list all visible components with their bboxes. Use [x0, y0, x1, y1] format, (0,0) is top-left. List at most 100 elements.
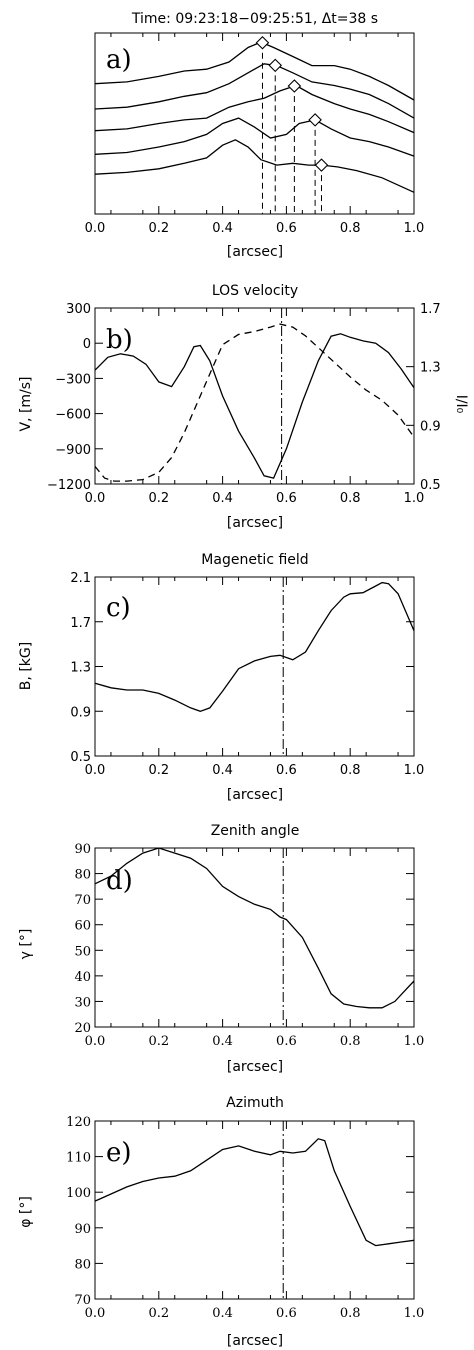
panel-d-ytick-label: 60: [74, 919, 91, 934]
panel-b-xtick-label: 0.8: [340, 491, 361, 506]
panel-b-ytick-label: 300: [66, 302, 91, 317]
panel-a-diamond-marker: [255, 35, 270, 50]
panel-d-frame: [94, 847, 415, 1028]
panel-d-xtick-label: 1.0: [404, 1034, 425, 1049]
panel-a-series-0-line: [94, 41, 415, 101]
panel-e-xtick-label: 0.2: [148, 1306, 169, 1321]
panel-b-series-1-line: [94, 323, 415, 482]
panel-c-frame: [94, 576, 415, 757]
panel-a-series-2-line: [94, 84, 415, 134]
panel-c-xtick-label: 0.4: [212, 763, 233, 778]
panel-c-xtick-label: 0.6: [276, 763, 297, 778]
panel-b: LOS velocity b) [arcsec] V, [m/s] I/I₀ 0…: [18, 283, 469, 531]
panel-a-xtick-label: 0.8: [340, 221, 361, 236]
panel-b-ytick-label: −600: [55, 408, 91, 423]
panel-b-xlabel: [arcsec]: [227, 515, 283, 531]
panel-a-xtick-label: 0.0: [85, 221, 106, 236]
panel-d-ytick-label: 90: [74, 842, 91, 857]
panel-c-ytick-label: 0.9: [70, 705, 91, 720]
panel-a-diamond-marker: [314, 158, 329, 172]
panel-a-diamond-marker: [287, 79, 302, 93]
panel-e-xtick-label: 0.6: [276, 1306, 297, 1321]
panel-d-ylabel: γ [°]: [18, 929, 34, 960]
panel-c-xtick-label: 0.8: [340, 763, 361, 778]
panel-d-ytick-label: 50: [74, 944, 91, 959]
panel-a-frame: [94, 32, 415, 215]
panel-d-xlabel: [arcsec]: [227, 1059, 283, 1075]
panel-a-title: Time: 09:23:18−09:25:51, Δt=38 s: [131, 11, 378, 27]
panel-e-xtick-label: 0.4: [212, 1306, 233, 1321]
panel-b-title: LOS velocity: [212, 283, 298, 299]
panel-b-ytick-label: 0: [83, 337, 91, 352]
panel-d-xtick-label: 0.6: [276, 1034, 297, 1049]
panel-e-ytick-label: 120: [66, 1115, 91, 1130]
panel-b-xtick-label: 1.0: [404, 491, 425, 506]
panel-a-series-1-line: [94, 63, 415, 119]
panel-b-y2tick-label: 0.9: [420, 419, 441, 434]
panel-d-series-0-line: [94, 847, 415, 1009]
panel-a-series-3-line: [94, 117, 415, 157]
panel-c-title: Magenetic field: [201, 552, 308, 568]
panel-c-ytick-label: 1.3: [70, 661, 91, 676]
panel-c-ytick-label: 2.1: [70, 571, 91, 586]
panel-d-xtick-label: 0.2: [148, 1034, 169, 1049]
panel-c-ylabel: B, [kG]: [18, 642, 34, 690]
panel-a-xlabel: [arcsec]: [227, 244, 283, 260]
panel-a-diamond-marker: [268, 58, 283, 73]
panel-a-label: a): [106, 45, 132, 75]
panel-c-xlabel: [arcsec]: [227, 787, 283, 803]
panel-e-ytick-label: 100: [66, 1186, 91, 1201]
panel-c-ytick-label: 0.5: [70, 750, 91, 765]
panel-c-ytick-label: 1.7: [70, 616, 91, 631]
panel-d-label: d): [106, 866, 133, 896]
panel-e-title: Azimuth: [226, 1095, 284, 1111]
panel-d: Zenith angle d) [arcsec] γ [°] 0.0 0.2 0.4…: [18, 823, 424, 1075]
panel-c: Magenetic field c) [arcsec] B, [kG] 0.0 0…: [18, 552, 424, 803]
panel-c-series-0-line: [94, 581, 415, 712]
panel-b-frame: [94, 307, 415, 485]
panel-b-y2tick-label: 1.7: [420, 302, 441, 317]
panel-c-label: c): [106, 593, 131, 623]
panel-d-ytick-label: 20: [74, 1021, 91, 1036]
panel-d-ytick-label: 70: [74, 893, 91, 908]
panel-d-xtick-label: 0.0: [85, 1034, 106, 1049]
panel-d-ytick-label: 30: [74, 995, 91, 1010]
panel-b-ytick-label: −900: [55, 443, 91, 458]
panel-e-xlabel: [arcsec]: [227, 1333, 283, 1349]
panel-e-ytick-label: 110: [66, 1151, 91, 1166]
panel-a-xtick-label: 1.0: [404, 221, 425, 236]
panel-a-xtick-label: 0.2: [148, 221, 169, 236]
panel-a-diamond-marker: [308, 113, 322, 127]
panel-e-ytick-label: 70: [74, 1293, 91, 1308]
panel-d-ytick-label: 80: [74, 868, 91, 883]
panel-a-xtick-label: 0.6: [276, 221, 297, 236]
panel-e-xtick-label: 0.8: [340, 1306, 361, 1321]
panel-e-frame: [94, 1120, 415, 1300]
panel-e-ytick-label: 90: [74, 1222, 91, 1237]
panel-b-ytick-label: −300: [55, 372, 91, 387]
panel-e-ytick-label: 80: [74, 1257, 91, 1272]
panel-d-xtick-label: 0.8: [340, 1034, 361, 1049]
panel-e: Azimuth e) [arcsec] φ [°] 0.0 0.2 0.4 0.6 0.…: [18, 1095, 424, 1349]
panel-c-xtick-label: 0.0: [85, 763, 106, 778]
panel-b-ylabel: V, [m/s]: [18, 376, 34, 431]
panel-e-ylabel: φ [°]: [18, 1196, 34, 1228]
panel-d-title: Zenith angle: [211, 823, 300, 839]
panel-b-xtick-label: 0.0: [85, 491, 106, 506]
panel-d-ytick-label: 40: [74, 970, 91, 985]
panel-a-series-4-line: [94, 139, 415, 193]
panel-e-xtick-label: 1.0: [404, 1306, 425, 1321]
panel-a-xtick-label: 0.4: [212, 221, 233, 236]
panel-e-series-0-line: [94, 1138, 415, 1247]
panel-b-label: b): [106, 325, 133, 355]
panel-c-xtick-label: 1.0: [404, 763, 425, 778]
panel-a: Time: 09:23:18−09:25:51, Δt=38 s a) [arc…: [85, 11, 425, 260]
panel-b-y2label: I/I₀: [453, 395, 469, 414]
panel-b-y2tick-label: 0.5: [420, 478, 441, 493]
panel-b-xtick-label: 0.6: [276, 491, 297, 506]
panel-b-xtick-label: 0.2: [148, 491, 169, 506]
panel-b-ytick-label: −1200: [47, 478, 91, 493]
panel-b-series-0-line: [94, 333, 415, 479]
panel-b-y2tick-label: 1.3: [420, 361, 441, 376]
